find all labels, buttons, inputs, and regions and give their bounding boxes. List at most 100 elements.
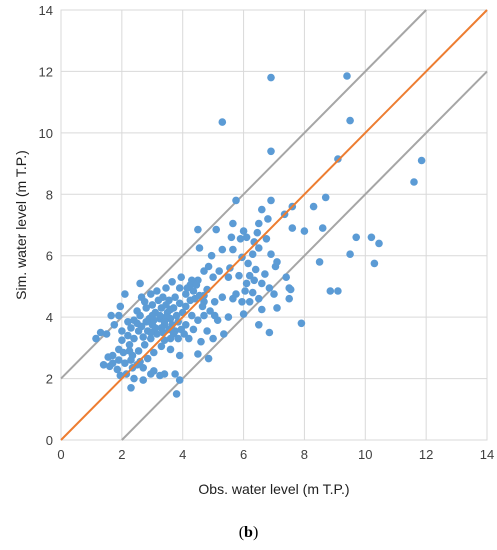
figure-caption: (b)	[0, 524, 497, 542]
data-point	[238, 298, 246, 306]
data-point	[352, 233, 361, 242]
data-point	[142, 304, 150, 312]
data-point	[232, 196, 240, 205]
data-point	[148, 301, 157, 309]
x-tick-label: 10	[358, 447, 372, 462]
data-point	[242, 233, 251, 242]
x-axis-title: Obs. water level (m T.P.)	[198, 481, 349, 497]
data-point	[188, 311, 196, 320]
data-point	[140, 298, 149, 306]
data-point	[96, 328, 105, 337]
data-point	[200, 267, 208, 275]
data-point	[229, 219, 237, 228]
data-point	[133, 319, 141, 328]
data-point	[215, 267, 223, 275]
data-point	[153, 330, 161, 338]
data-point	[206, 307, 214, 315]
data-point	[343, 72, 351, 80]
x-tick-labels: 0 2 4 6 8 10 12 14	[57, 447, 494, 462]
data-point	[172, 311, 181, 320]
data-point	[110, 321, 119, 329]
data-point	[258, 279, 266, 288]
data-point	[267, 147, 275, 156]
data-point	[254, 244, 263, 252]
x-tick-label: 2	[118, 447, 125, 462]
data-point	[224, 273, 233, 282]
data-point	[248, 288, 257, 297]
data-point	[104, 353, 112, 361]
data-point	[171, 293, 179, 302]
data-point	[203, 327, 211, 335]
data-point	[189, 325, 198, 334]
data-point	[218, 293, 227, 302]
data-point	[204, 262, 213, 271]
data-point	[125, 341, 134, 349]
data-point	[194, 316, 202, 325]
data-point	[218, 245, 227, 254]
data-point	[166, 345, 175, 354]
data-point	[239, 310, 248, 318]
caption-close: )	[252, 524, 259, 541]
data-point	[133, 307, 141, 315]
data-point	[162, 284, 170, 292]
data-point	[267, 73, 275, 82]
data-point	[140, 341, 149, 349]
data-point	[115, 345, 123, 354]
data-point	[267, 250, 275, 258]
data-point	[258, 305, 266, 314]
data-point	[227, 233, 236, 242]
data-point	[136, 279, 144, 288]
data-point	[194, 350, 202, 358]
data-point	[285, 294, 294, 303]
data-point	[254, 219, 263, 228]
x-tick-label: 8	[301, 447, 308, 462]
data-point	[115, 311, 123, 320]
data-point	[334, 155, 342, 163]
data-point	[183, 284, 192, 292]
data-point	[248, 250, 257, 258]
data-point	[175, 284, 184, 292]
data-point	[250, 276, 258, 285]
data-point	[417, 156, 426, 165]
data-point	[318, 224, 327, 232]
y-tick-label: 12	[39, 64, 53, 79]
data-point	[264, 215, 272, 223]
data-point	[235, 271, 243, 280]
data-point	[150, 348, 158, 357]
data-point	[210, 298, 219, 306]
data-point	[118, 336, 126, 345]
x-tick-label: 14	[480, 447, 494, 462]
y-tick-label: 8	[46, 187, 53, 202]
data-point	[251, 265, 260, 274]
data-point	[245, 298, 254, 306]
data-point	[143, 354, 152, 363]
data-point	[326, 287, 335, 295]
data-point	[210, 311, 219, 320]
data-point	[229, 245, 237, 254]
scatter-chart: 0 2 4 6 8 10 12 14 0 2 4 6 8 10 12 14 Obs. water level…	[13, 3, 494, 497]
y-tick-label: 4	[46, 310, 53, 325]
data-point	[267, 196, 275, 205]
data-point	[147, 370, 155, 378]
data-point	[200, 311, 208, 320]
data-point	[127, 356, 135, 364]
data-point	[157, 324, 166, 332]
data-point	[321, 193, 330, 202]
data-point	[102, 330, 111, 338]
data-point	[224, 313, 233, 321]
data-point	[209, 273, 217, 282]
data-point	[192, 281, 201, 289]
data-point	[254, 294, 263, 303]
data-points	[92, 72, 426, 398]
data-point	[180, 330, 188, 338]
data-point	[244, 259, 252, 268]
data-point	[241, 287, 249, 295]
caption-open: (	[238, 524, 245, 541]
data-point	[157, 342, 166, 351]
data-point	[375, 239, 383, 248]
data-point	[286, 285, 295, 294]
data-point	[107, 311, 115, 320]
data-point	[133, 361, 141, 369]
data-point	[315, 258, 324, 266]
data-point	[273, 304, 281, 312]
